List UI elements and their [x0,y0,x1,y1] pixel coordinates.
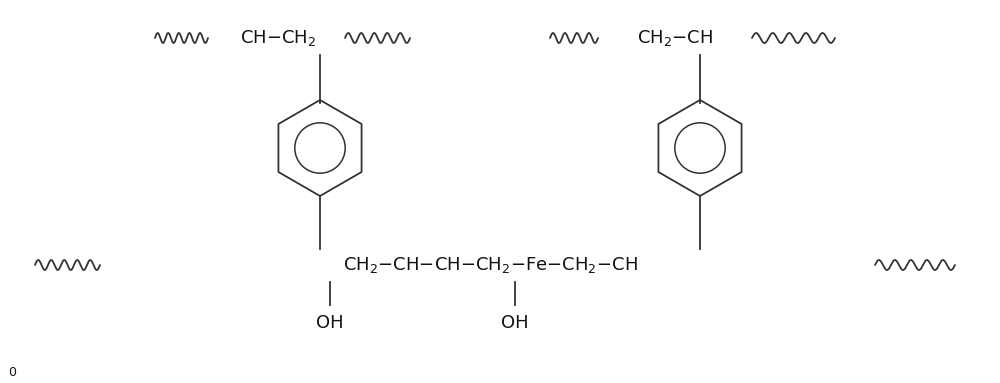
Text: 0: 0 [8,366,16,379]
Text: OH: OH [316,314,344,332]
Text: $\mathregular{CH_2{-}CH{-}CH{-}CH_2{-}Fe{-}CH_2{-}CH}$: $\mathregular{CH_2{-}CH{-}CH{-}CH_2{-}Fe… [343,255,637,275]
Text: $\mathregular{CH{-}CH_2}$: $\mathregular{CH{-}CH_2}$ [240,28,316,48]
Text: OH: OH [501,314,529,332]
Text: $\mathregular{CH_2{-}CH}$: $\mathregular{CH_2{-}CH}$ [637,28,713,48]
